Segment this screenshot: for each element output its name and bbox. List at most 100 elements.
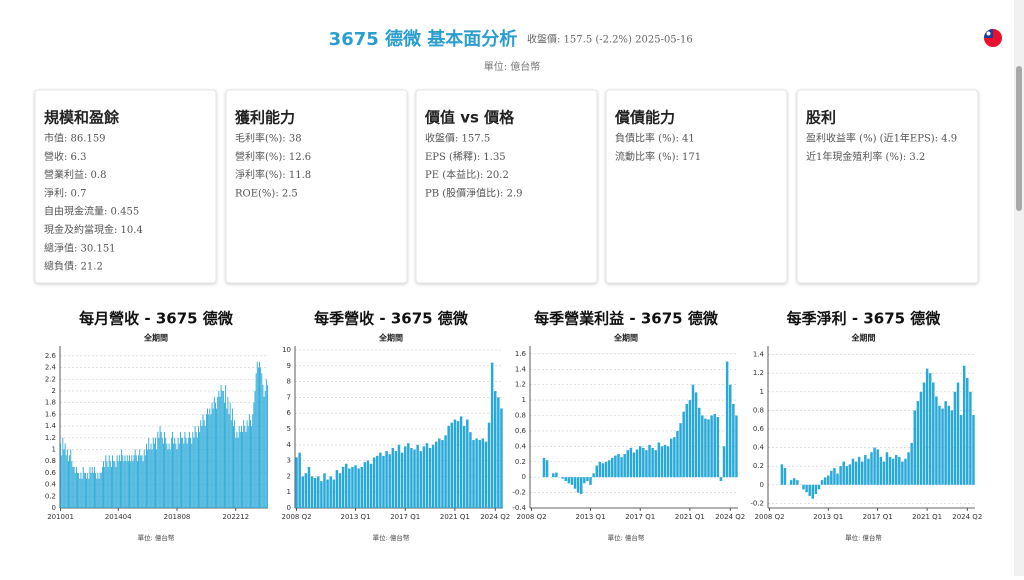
card-title: 價值 vs 價格	[424, 109, 515, 127]
bar	[126, 455, 128, 508]
y-tick-label: 4	[287, 441, 292, 449]
bar	[255, 373, 257, 508]
bar	[112, 455, 114, 508]
bar	[200, 420, 202, 508]
y-tick-label: 8	[287, 378, 291, 386]
bar	[170, 437, 172, 508]
bar	[253, 402, 255, 508]
bar	[247, 426, 249, 508]
bar	[478, 440, 481, 508]
chart-title: 每月營收 - 3675 德微	[79, 310, 234, 328]
bar	[783, 468, 787, 485]
card-title: 規模和盈餘	[44, 109, 120, 127]
y-tick-label: 1.2	[45, 434, 56, 442]
bar	[80, 472, 82, 508]
bar	[117, 461, 119, 508]
bar	[487, 422, 491, 508]
x-tick-label: 2017 Q1	[863, 513, 893, 521]
bar	[438, 438, 441, 508]
bar	[851, 458, 855, 485]
y-tick-label: 2.4	[45, 364, 57, 372]
y-tick-label: 1	[760, 388, 764, 396]
bar	[493, 391, 497, 508]
bar	[179, 431, 181, 508]
bar	[701, 415, 704, 478]
y-tick-label: 0.2	[753, 462, 764, 470]
bar	[864, 455, 867, 485]
card-line: 營業利益: 0.8	[44, 168, 106, 181]
bar	[481, 438, 485, 508]
bar	[444, 435, 447, 508]
bar	[182, 437, 184, 508]
y-tick-label: 0.6	[753, 425, 765, 433]
bar	[142, 461, 144, 508]
bar	[830, 470, 833, 485]
bar	[103, 461, 104, 508]
page-subtitle: 收盤價: 157.5 (-2.2%) 2025-05-16	[527, 33, 693, 46]
x-tick-label: 2013 Q1	[813, 513, 843, 521]
bar	[222, 390, 224, 508]
bar	[435, 441, 438, 508]
bar	[836, 473, 839, 485]
flag[interactable]	[984, 29, 1002, 47]
bar	[592, 473, 595, 478]
bar	[90, 472, 92, 508]
x-tick-label: 202212	[222, 513, 249, 521]
bar	[341, 466, 345, 508]
bar	[91, 467, 93, 508]
card-line: ROE(%): 2.5	[235, 188, 298, 199]
bar	[719, 477, 723, 482]
bar	[632, 452, 636, 478]
bar	[213, 396, 215, 508]
bar	[109, 461, 111, 508]
chart-note: 單位: 億台幣	[608, 533, 645, 542]
bar	[854, 461, 858, 485]
bar	[453, 419, 457, 508]
card-line: 收盤價: 157.5	[425, 132, 490, 145]
scroll-thumb[interactable]	[1016, 66, 1022, 211]
bar	[74, 472, 76, 508]
bar	[202, 414, 204, 508]
card-title: 股利	[806, 109, 836, 127]
x-tick-label: 2008 Q2	[517, 513, 547, 521]
bar	[250, 420, 251, 508]
bar	[244, 426, 246, 508]
bar	[796, 480, 799, 485]
bar	[366, 460, 370, 508]
bar	[60, 443, 62, 508]
bar	[127, 461, 129, 508]
bar	[570, 477, 574, 485]
bar	[181, 437, 182, 508]
bar	[857, 456, 861, 485]
bar	[922, 382, 926, 485]
bar	[357, 468, 360, 508]
bar	[704, 418, 707, 478]
bar	[910, 442, 913, 485]
bar	[192, 431, 194, 508]
y-tick-label: 10	[282, 346, 291, 354]
bar	[425, 443, 429, 508]
bar	[100, 472, 102, 508]
scrollbar[interactable]	[1014, 0, 1024, 576]
bar	[237, 437, 239, 508]
bar	[238, 426, 240, 508]
bar	[848, 464, 852, 485]
bar	[814, 484, 818, 495]
bar	[898, 456, 901, 485]
bar	[966, 377, 969, 485]
bar	[629, 447, 633, 478]
card-line: PE (本益比): 20.2	[425, 168, 509, 181]
bar	[65, 455, 67, 508]
bar	[833, 468, 836, 485]
bar	[175, 443, 177, 508]
bar	[679, 423, 682, 478]
x-tick-label: 2017 Q1	[625, 513, 655, 521]
y-tick-label: 2.6	[45, 352, 57, 360]
bar	[94, 467, 95, 508]
chart-title: 每季營業利益 - 3675 德微	[534, 310, 719, 328]
bar	[598, 461, 602, 478]
bar	[155, 437, 156, 508]
bar	[207, 408, 208, 508]
bar	[867, 458, 870, 485]
bar	[150, 443, 152, 508]
